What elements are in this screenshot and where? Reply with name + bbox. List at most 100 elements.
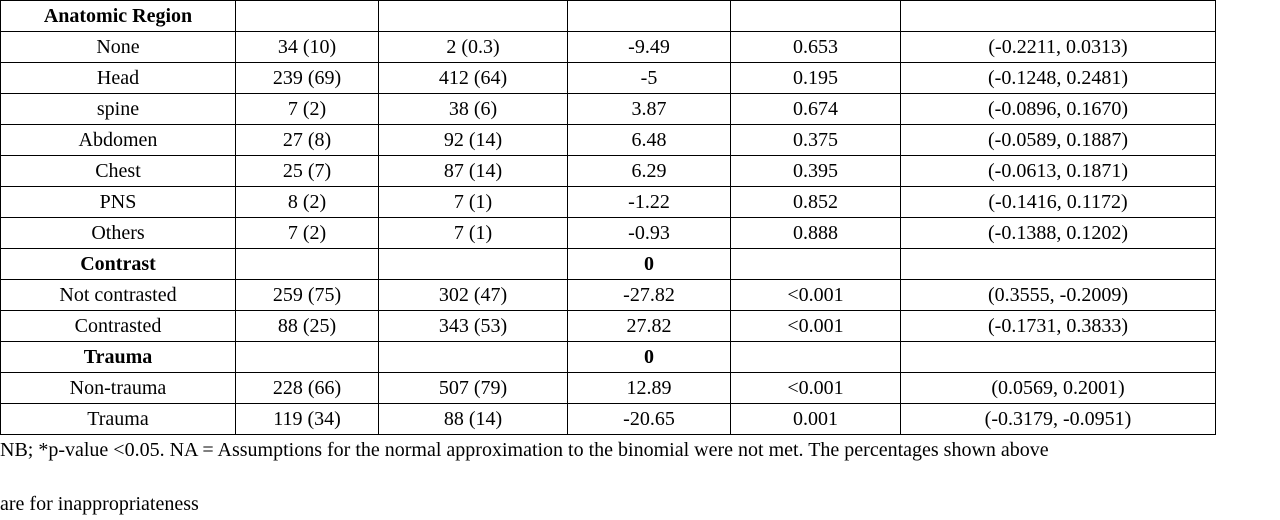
table-cell: 239 (69) [235,62,379,94]
table-cell: 8 (2) [235,186,379,218]
table-cell: 0 [567,248,731,280]
table-row: Others 7 (2) 7 (1) -0.93 0.888 (-0.1388, 0.12… [0,217,1216,249]
table-row: None 34 (10) 2 (0.3) -9.49 0.653 (-0.2211, 0.… [0,31,1216,63]
table-row: Head 239 (69) 412 (64) -5 0.195 (-0.1248, 0.2… [0,62,1216,94]
table-row: Non-trauma 228 (66) 507 (79) 12.89 <0.001 (0.… [0,372,1216,404]
table-cell: 302 (47) [378,279,568,311]
table-row: Not contrasted 259 (75) 302 (47) -27.82 <0.0… [0,279,1216,311]
data-table: Anatomic Region None 34 (10) 2 (0.3) -9.49 0.… [0,0,1216,435]
table-cell: 7 (2) [235,93,379,125]
table-cell: <0.001 [730,310,901,342]
section-heading-row: Trauma 0 [0,341,1216,373]
table-cell: -9.49 [567,31,731,63]
table-cell [235,248,379,280]
table-cell: 92 (14) [378,124,568,156]
table-cell: 0.375 [730,124,901,156]
table-cell: spine [0,93,236,125]
table-cell: (-0.0589, 0.1887) [900,124,1216,156]
table-row: spine 7 (2) 38 (6) 3.87 0.674 (-0.0896, 0.167… [0,93,1216,125]
table-cell: 6.29 [567,155,731,187]
footnote-line: are for inappropriateness [0,493,199,515]
table-row: Trauma 119 (34) 88 (14) -20.65 0.001 (-0.3179… [0,403,1216,435]
table-cell: 0.852 [730,186,901,218]
table-cell: (-0.0613, 0.1871) [900,155,1216,187]
table-cell: 88 (14) [378,403,568,435]
table-cell: 2 (0.3) [378,31,568,63]
table-cell: Not contrasted [0,279,236,311]
table-cell: 27.82 [567,310,731,342]
table-cell: (-0.1731, 0.3833) [900,310,1216,342]
table-cell: Others [0,217,236,249]
table-cell: 0.888 [730,217,901,249]
table-row: Chest 25 (7) 87 (14) 6.29 0.395 (-0.0613, 0.1… [0,155,1216,187]
table-cell: 25 (7) [235,155,379,187]
table-cell [235,341,379,373]
table-cell: -20.65 [567,403,731,435]
table-cell [378,341,568,373]
table-cell: None [0,31,236,63]
table-cell: Abdomen [0,124,236,156]
table-cell: 412 (64) [378,62,568,94]
table-cell [900,0,1216,32]
table-cell [235,0,379,32]
table-cell: 38 (6) [378,93,568,125]
table-cell: 119 (34) [235,403,379,435]
table-cell: -0.93 [567,217,731,249]
table-cell [378,0,568,32]
table-cell: 7 (1) [378,186,568,218]
table-cell: 507 (79) [378,372,568,404]
table-cell: (-0.0896, 0.1670) [900,93,1216,125]
table-cell: 7 (2) [235,217,379,249]
table-cell: 0.395 [730,155,901,187]
table-cell: -27.82 [567,279,731,311]
table-cell: -1.22 [567,186,731,218]
table-cell: 34 (10) [235,31,379,63]
table-cell [730,341,901,373]
table-cell: 3.87 [567,93,731,125]
table-cell [900,341,1216,373]
table-cell: 343 (53) [378,310,568,342]
table-cell: Chest [0,155,236,187]
table-cell: Contrasted [0,310,236,342]
table-cell: Trauma [0,403,236,435]
table-cell [730,0,901,32]
table-cell: 259 (75) [235,279,379,311]
table-cell: (-0.1416, 0.1172) [900,186,1216,218]
table-cell: 87 (14) [378,155,568,187]
table-cell: Non-trauma [0,372,236,404]
table-cell: 88 (25) [235,310,379,342]
table-cell: (0.3555, -0.2009) [900,279,1216,311]
table-cell: 6.48 [567,124,731,156]
table-cell: 228 (66) [235,372,379,404]
table-row: PNS 8 (2) 7 (1) -1.22 0.852 (-0.1416, 0.1172) [0,186,1216,218]
table-cell [900,248,1216,280]
table-cell: Head [0,62,236,94]
table-row: Abdomen 27 (8) 92 (14) 6.48 0.375 (-0.0589, 0… [0,124,1216,156]
table-cell: 0.653 [730,31,901,63]
table-cell: 7 (1) [378,217,568,249]
footnote: NB; *p-value <0.05. NA = Assumptions for… [0,435,1280,519]
table-cell: <0.001 [730,279,901,311]
table-cell: PNS [0,186,236,218]
table-cell: 27 (8) [235,124,379,156]
section-heading-row: Anatomic Region [0,0,1216,32]
table-cell: (-0.2211, 0.0313) [900,31,1216,63]
table-cell: 0.195 [730,62,901,94]
table-cell: (-0.1248, 0.2481) [900,62,1216,94]
table-cell: 0.001 [730,403,901,435]
table-cell [378,248,568,280]
table-cell: Contrast [0,248,236,280]
table-cell: -5 [567,62,731,94]
table-cell: (0.0569, 0.2001) [900,372,1216,404]
table-cell: Trauma [0,341,236,373]
table-cell [730,248,901,280]
table-cell [567,0,731,32]
table-cell: Anatomic Region [0,0,236,32]
table-cell: 0.674 [730,93,901,125]
footnote-line: NB; *p-value <0.05. NA = Assumptions for… [0,439,1049,461]
section-heading-row: Contrast 0 [0,248,1216,280]
table-cell: (-0.1388, 0.1202) [900,217,1216,249]
table-cell: (-0.3179, -0.0951) [900,403,1216,435]
table-cell: 12.89 [567,372,731,404]
